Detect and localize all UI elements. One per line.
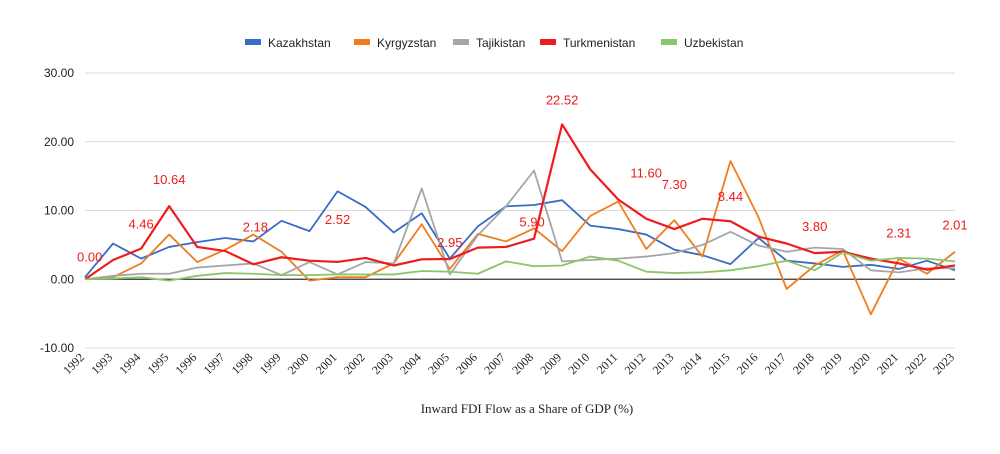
x-tick-label: 2009 [537, 350, 564, 377]
data-label: 2.31 [886, 225, 911, 240]
data-label: 5.90 [519, 215, 544, 230]
x-tick-label: 2001 [313, 350, 340, 377]
x-tick-label: 1995 [144, 350, 171, 377]
x-axis-title: Inward FDI Flow as a Share of GDP (%) [421, 401, 634, 416]
x-axis: 1992 1993 1994 1995 1996 1997 1998 1999 2000 2001… [60, 350, 957, 377]
legend-swatch-turkmenistan [540, 39, 556, 45]
x-tick-label: 2016 [734, 350, 761, 377]
data-label: 7.30 [662, 177, 687, 192]
legend: Kazakhstan Kyrgyzstan Tajikistan Turkmenist… [245, 36, 743, 50]
series-line-kyrgyzstan [84, 160, 956, 316]
x-tick-label: 2003 [369, 350, 396, 377]
data-label: 11.60 [630, 166, 662, 181]
x-tick-label: 2012 [622, 350, 649, 377]
data-label: 0.00 [77, 249, 102, 264]
series-line-kazakhstan [84, 190, 956, 278]
data-label: 8.44 [718, 189, 743, 204]
x-tick-label: 1998 [229, 350, 256, 377]
legend-swatch-kazakhstan [245, 39, 261, 45]
y-tick-label: -10.00 [40, 341, 74, 355]
x-tick-label: 2000 [285, 350, 312, 377]
legend-label-tajikistan: Tajikistan [476, 36, 525, 50]
x-tick-label: 2018 [790, 350, 817, 377]
x-tick-label: 1999 [257, 350, 284, 377]
x-tick-label: 2008 [509, 350, 536, 377]
data-label: 4.46 [128, 217, 153, 232]
gridlines [85, 72, 955, 349]
x-tick-label: 2010 [565, 350, 592, 377]
legend-swatch-kyrgyzstan [354, 39, 370, 45]
x-tick-label: 2002 [341, 350, 368, 377]
legend-label-kazakhstan: Kazakhstan [268, 36, 331, 50]
x-tick-label: 2020 [846, 350, 873, 377]
data-label: 2.95 [437, 235, 462, 250]
x-tick-label: 2004 [397, 350, 424, 377]
legend-swatch-tajikistan [453, 39, 469, 45]
data-label: 2.18 [243, 219, 268, 234]
x-tick-label: 2022 [902, 350, 929, 377]
y-axis: -10.00 0.00 10.00 20.00 30.00 [40, 66, 74, 355]
x-tick-label: 2013 [650, 350, 677, 377]
data-label: 10.64 [153, 172, 186, 187]
x-tick-label: 1996 [173, 350, 200, 377]
data-labels: 0.00 4.46 10.64 2.18 2.52 2.95 5.90 22.52 11.607… [77, 92, 968, 264]
x-tick-label: 1993 [88, 350, 115, 377]
x-tick-label: 2021 [874, 350, 901, 377]
data-label: 2.01 [942, 217, 967, 232]
x-tick-label: 2019 [818, 350, 845, 377]
series-line-turkmenistan [84, 123, 956, 281]
legend-label-kyrgyzstan: Kyrgyzstan [377, 36, 436, 50]
x-tick-label: 2005 [425, 350, 452, 377]
y-tick-label: 10.00 [44, 204, 74, 218]
x-tick-label: 2015 [706, 350, 733, 377]
series-lines [84, 123, 956, 316]
x-tick-label: 2011 [594, 350, 621, 377]
data-label: 22.52 [546, 92, 579, 107]
x-tick-label: 2007 [481, 350, 508, 377]
y-tick-label: 20.00 [44, 135, 74, 149]
legend-label-turkmenistan: Turkmenistan [563, 36, 635, 50]
data-label: 3.80 [802, 219, 827, 234]
series-line-uzbekistan [84, 251, 956, 282]
series-line-tajikistan [84, 169, 955, 281]
data-label: 2.52 [325, 212, 350, 227]
legend-label-uzbekistan: Uzbekistan [684, 36, 743, 50]
x-tick-label: 2014 [678, 350, 705, 377]
y-tick-label: 30.00 [44, 66, 74, 80]
x-tick-label: 2006 [453, 350, 480, 377]
x-tick-label: 2017 [762, 350, 789, 377]
x-tick-label: 2023 [930, 350, 957, 377]
x-tick-label: 1994 [116, 350, 143, 377]
y-tick-label: 0.00 [51, 272, 75, 286]
x-tick-label: 1997 [201, 350, 228, 377]
legend-swatch-uzbekistan [661, 39, 677, 45]
